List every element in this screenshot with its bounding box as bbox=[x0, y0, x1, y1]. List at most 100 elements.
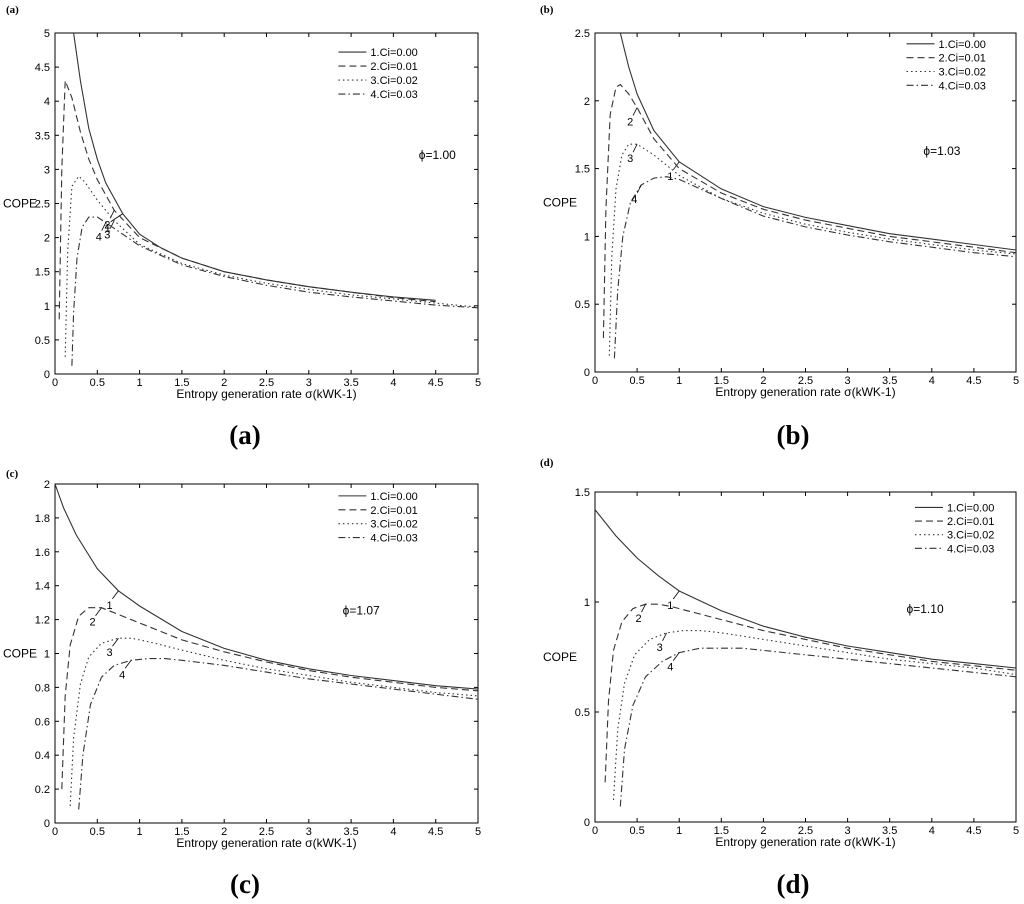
series-label-4: 4 bbox=[96, 232, 102, 244]
y-tick-label: 1.8 bbox=[35, 513, 50, 525]
series-label-3: 3 bbox=[657, 642, 663, 654]
x-tick-label: 0.5 bbox=[90, 826, 105, 838]
x-tick-label: 5 bbox=[475, 377, 481, 389]
y-tick-label: 2 bbox=[584, 96, 590, 108]
x-tick-label: 0.5 bbox=[629, 825, 644, 837]
x-tick-label: 1 bbox=[676, 825, 682, 837]
x-tick-label: 3.5 bbox=[343, 377, 358, 389]
panel-tag: (d) bbox=[540, 457, 554, 469]
x-tick-label: 5 bbox=[1013, 375, 1019, 387]
x-tick-label: 1.5 bbox=[714, 825, 729, 837]
phi-annotation: ϕ=1.10 bbox=[907, 602, 944, 616]
y-tick-label: 5 bbox=[44, 28, 50, 40]
panel-caption: (d) bbox=[777, 869, 810, 899]
chart-panel-b: 0 0.5 1 1.5 2 2.5 3 3.5 4 4.5 500.511.522.5Entropy… bbox=[540, 4, 1019, 450]
y-tick-label: 1.5 bbox=[575, 487, 590, 499]
phi-annotation: ϕ=1.07 bbox=[343, 604, 380, 618]
y-tick-label: 0 bbox=[584, 817, 590, 829]
series-leader-1 bbox=[112, 590, 119, 600]
x-axis-label: Entropy generation rate σ(kWK-1) bbox=[176, 836, 356, 850]
legend-entry-2: 2.Ci=0.01 bbox=[939, 53, 986, 65]
x-tick-label: 3 bbox=[845, 375, 851, 387]
series-label-1: 1 bbox=[105, 223, 111, 235]
series-label-4: 4 bbox=[119, 669, 125, 681]
y-tick-label: 0.6 bbox=[35, 716, 50, 728]
series-label-1: 1 bbox=[106, 600, 112, 612]
legend-entry-4: 4.Ci=0.03 bbox=[370, 89, 417, 101]
y-tick-label: 4 bbox=[44, 96, 50, 108]
series-leader-2 bbox=[95, 607, 102, 616]
series-label-1: 1 bbox=[667, 171, 673, 183]
x-tick-label: 4.5 bbox=[966, 825, 981, 837]
series-line-2 bbox=[604, 603, 1017, 783]
x-axis-label: Entropy generation rate σ(kWK-1) bbox=[715, 385, 895, 399]
y-tick-label: 0.5 bbox=[35, 335, 50, 347]
series-leader-3 bbox=[662, 632, 667, 641]
legend-entry-2: 2.Ci=0.01 bbox=[370, 61, 417, 73]
series-line-3 bbox=[64, 175, 479, 357]
x-tick-label: 2 bbox=[760, 375, 766, 387]
series-line-4 bbox=[78, 658, 479, 810]
y-tick-label: 0.5 bbox=[575, 299, 590, 311]
series-line-1 bbox=[594, 509, 1017, 669]
x-tick-label: 5 bbox=[1013, 825, 1019, 837]
y-axis-label: COPE bbox=[543, 650, 577, 664]
x-tick-label: 2 bbox=[221, 377, 227, 389]
y-axis-label: COPE bbox=[3, 647, 37, 661]
series-line-3 bbox=[608, 143, 1017, 356]
y-tick-label: 1 bbox=[584, 597, 590, 609]
y-tick-label: 0.5 bbox=[575, 707, 590, 719]
y-tick-label: 1 bbox=[44, 649, 50, 661]
legend-entry-3: 3.Ci=0.02 bbox=[939, 67, 986, 79]
x-tick-label: 4 bbox=[390, 377, 396, 389]
legend-entry-3: 3.Ci=0.02 bbox=[947, 530, 994, 542]
chart-panel-c: 0 0.5 1 1.5 2 2.5 3 3.5 4 4.5 5 0 0.2 0.4 0.6 0.8 1 1.2 1.… bbox=[3, 468, 481, 899]
series-label-2: 2 bbox=[627, 117, 633, 129]
y-tick-label: 0.8 bbox=[35, 682, 50, 694]
series-leader-4 bbox=[101, 222, 107, 231]
panel-caption: (a) bbox=[229, 420, 260, 450]
x-tick-label: 0.5 bbox=[90, 377, 105, 389]
panel-caption: (c) bbox=[230, 869, 260, 899]
x-tick-label: 3.5 bbox=[343, 826, 358, 838]
panel-tag: (a) bbox=[6, 4, 19, 16]
phi-annotation: ϕ=1.00 bbox=[419, 148, 456, 162]
x-tick-label: 3 bbox=[306, 377, 312, 389]
x-tick-label: 3 bbox=[845, 825, 851, 837]
x-tick-label: 2.5 bbox=[798, 825, 813, 837]
y-tick-label: 0.2 bbox=[35, 784, 50, 796]
series-label-2: 2 bbox=[90, 617, 96, 629]
x-axis-label: Entropy generation rate σ(kWK-1) bbox=[715, 835, 895, 849]
y-tick-label: 4.5 bbox=[35, 62, 50, 74]
x-tick-label: 0 bbox=[592, 375, 598, 387]
series-leader-3 bbox=[632, 144, 638, 153]
x-tick-label: 1.5 bbox=[174, 826, 189, 838]
x-tick-label: 3 bbox=[306, 826, 312, 838]
x-tick-label: 2 bbox=[760, 825, 766, 837]
x-tick-label: 2.5 bbox=[259, 826, 274, 838]
legend-entry-4: 4.Ci=0.03 bbox=[370, 533, 417, 545]
x-tick-label: 1 bbox=[137, 826, 143, 838]
series-line-3 bbox=[69, 637, 479, 807]
series-leader-4 bbox=[124, 660, 132, 669]
x-axis-label: Entropy generation rate σ(kWK-1) bbox=[176, 387, 356, 401]
x-tick-label: 1.5 bbox=[174, 377, 189, 389]
y-tick-label: 0 bbox=[584, 367, 590, 379]
series-line-4 bbox=[613, 176, 1017, 359]
x-tick-label: 5 bbox=[475, 826, 481, 838]
series-leader-2 bbox=[641, 604, 646, 613]
legend-entry-4: 4.Ci=0.03 bbox=[939, 80, 986, 92]
y-tick-label: 0 bbox=[44, 369, 50, 381]
panel-caption: (b) bbox=[777, 420, 810, 450]
y-tick-label: 3 bbox=[44, 164, 50, 176]
x-tick-label: 4.5 bbox=[966, 375, 981, 387]
y-tick-label: 2.5 bbox=[575, 28, 590, 40]
x-tick-label: 3.5 bbox=[882, 825, 897, 837]
y-tick-label: 2 bbox=[44, 479, 50, 491]
series-label-2: 2 bbox=[636, 613, 642, 625]
y-tick-label: 1 bbox=[584, 231, 590, 243]
y-tick-label: 1.5 bbox=[35, 267, 50, 279]
legend-entry-2: 2.Ci=0.01 bbox=[947, 516, 994, 528]
x-tick-label: 2 bbox=[221, 826, 227, 838]
